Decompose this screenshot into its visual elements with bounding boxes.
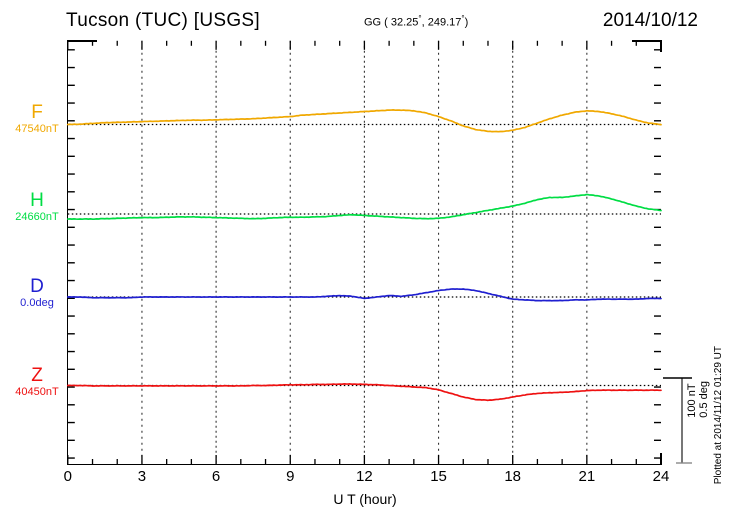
observation-date: 2014/10/12 bbox=[602, 10, 698, 31]
component-label-h: H 24660nT bbox=[8, 191, 66, 224]
x-tick-label-9: 9 bbox=[286, 468, 295, 485]
scale-bar-labels: 100 nT 0.5 deg bbox=[686, 381, 710, 418]
component-label-d: D 0.0deg bbox=[8, 277, 66, 310]
geo-coords-lat: GG ( 32.25 bbox=[364, 16, 419, 29]
component-baseline-h: 24660nT bbox=[15, 211, 59, 223]
frame-top-right-segment bbox=[632, 40, 662, 42]
component-baseline-f: 47540nT bbox=[15, 123, 59, 135]
x-tick-label-12: 12 bbox=[356, 468, 373, 485]
geographic-coordinates: GG ( 32.25°, 249.17°) bbox=[364, 14, 468, 29]
geo-coords-close: ) bbox=[464, 16, 469, 29]
x-tick-label-15: 15 bbox=[430, 468, 447, 485]
x-tick-label-21: 21 bbox=[578, 468, 596, 485]
component-letter-d: D bbox=[30, 276, 44, 297]
component-letter-h: H bbox=[30, 190, 44, 211]
frame-top-left-segment bbox=[67, 40, 97, 42]
degree-symbol-lon: ° bbox=[461, 14, 465, 23]
trace-d bbox=[66, 288, 662, 302]
plotted-at-timestamp: Plotted at 2014/11/12 01:29 UT bbox=[713, 346, 724, 485]
x-tick-label-3: 3 bbox=[137, 468, 147, 485]
component-baseline-d: 0.0deg bbox=[20, 297, 54, 309]
degree-symbol-lat: ° bbox=[418, 14, 422, 23]
component-letter-z: Z bbox=[31, 365, 43, 386]
component-label-z: Z 40450nT bbox=[8, 366, 66, 399]
trace-h bbox=[66, 193, 662, 221]
station-title: Tucson (TUC) [USGS] bbox=[66, 10, 260, 31]
component-letter-f: F bbox=[31, 102, 43, 123]
x-axis-title: U T (hour) bbox=[333, 491, 397, 507]
x-tick-label-0: 0 bbox=[63, 468, 72, 485]
component-baseline-z: 40450nT bbox=[15, 386, 59, 398]
plot-frame bbox=[67, 40, 662, 465]
scale-bar-nt-label: 100 nT bbox=[686, 383, 698, 418]
x-tick-label-6: 6 bbox=[211, 468, 221, 485]
component-label-f: F 47540nT bbox=[8, 103, 66, 136]
x-tick-label-18: 18 bbox=[504, 468, 522, 485]
scale-bar-deg-label: 0.5 deg bbox=[698, 381, 710, 418]
trace-f bbox=[66, 109, 662, 133]
trace-z bbox=[66, 383, 662, 402]
x-tick-label-24: 24 bbox=[652, 468, 670, 485]
geo-coords-lon: , 249.17 bbox=[421, 16, 462, 29]
